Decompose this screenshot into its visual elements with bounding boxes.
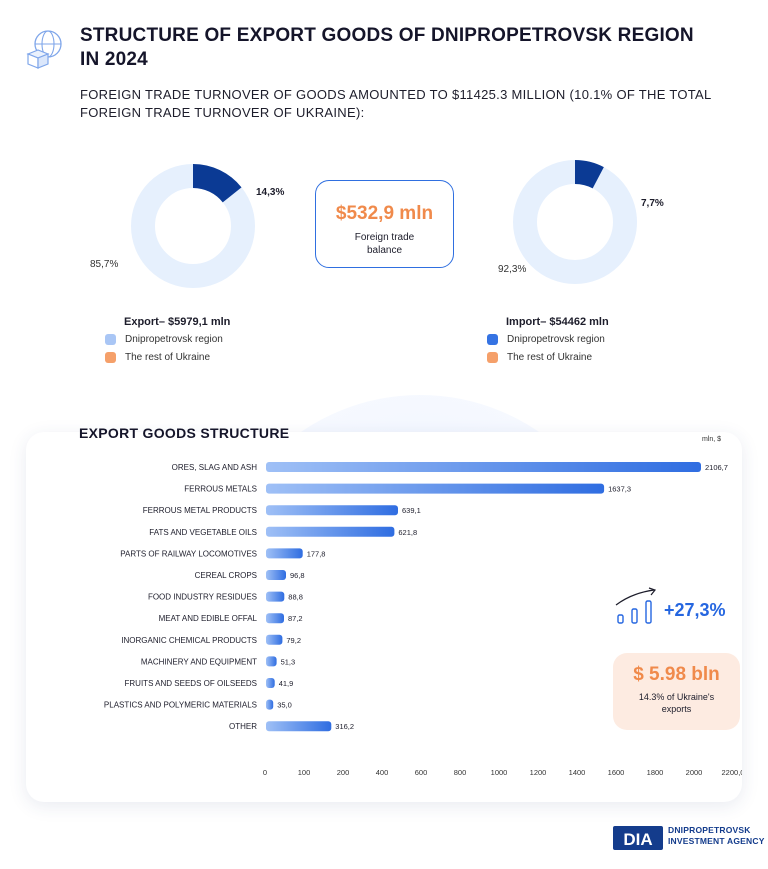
growth-percentage: +27,3% [664,600,726,620]
category-label: FERROUS METALS [184,485,257,494]
logo-text: DNIPROPETROVSK INVESTMENT AGENCY [668,825,765,847]
trade-balance-value: $532,9 mln [335,203,434,224]
legend-swatch [105,334,116,345]
x-tick-label: 2200,0 [722,768,742,777]
growth-chart-icon [615,587,657,624]
chart-title: EXPORT GOODS STRUCTURE [79,425,290,441]
export-region-pct: 14,3% [256,187,285,198]
category-label: MACHINERY AND EQUIPMENT [141,657,257,666]
bar-value-label: 621,8 [398,528,417,537]
x-tick-label: 2000 [686,768,703,777]
category-label: ORES, SLAG AND ASH [172,463,258,472]
bar-value-label: 639,1 [402,506,421,515]
bar [266,462,701,472]
bar [266,548,303,559]
bars-layer: ORES, SLAG AND ASH 2106,7 FERROUS METALS 16… [104,462,728,732]
category-label: FATS AND VEGETABLE OILS [149,528,257,537]
category-label: PLASTICS AND POLYMERIC MATERIALS [104,701,257,710]
export-legend-title: Export– $5979,1 mln [124,316,231,328]
x-tick-label: 100 [298,768,311,777]
export-donut [131,164,255,288]
globe-box-icon [26,30,62,69]
bar [266,526,395,537]
bar-value-label: 1637,3 [608,485,631,494]
bar-value-label: 316,2 [335,722,354,731]
page-title: STRUCTURE OF EXPORT GOODS OF DNIPROPETRO… [80,25,694,70]
import-legend-region: Dnipropetrovsk region [487,334,605,345]
x-tick-label: 600 [415,768,428,777]
legend-label: Dnipropetrovsk region [125,334,223,345]
x-tick-label: 1000 [491,768,508,777]
total-exports-card: $ 5.98 bln 14.3% of Ukraine's exports [613,653,740,730]
import-donut [513,160,637,284]
x-tick-label: 1400 [569,768,586,777]
bar [266,613,284,624]
category-label: FERROUS METAL PRODUCTS [143,506,257,515]
import-rest-pct: 92,3% [498,264,527,275]
bar-value-label: 51,3 [281,657,296,666]
legend-label: The rest of Ukraine [507,352,593,363]
bar [266,678,275,688]
bar-value-label: 177,8 [307,549,326,558]
x-tick-label: 1200 [530,768,547,777]
category-label: CEREAL CROPS [195,571,257,580]
logo-line-1: DNIPROPETROVSK [668,825,751,835]
legend-label: The rest of Ukraine [125,352,211,363]
chart-unit: mln, $ [702,436,722,443]
category-label: FOOD INDUSTRY RESIDUES [148,593,257,602]
bar [266,591,285,602]
x-tick-label: 800 [454,768,467,777]
bar [266,483,605,494]
legend-swatch [487,334,498,345]
import-donut-rest-ring [513,160,637,284]
x-axis-ticks: 0 100 200 400 600 800 1000 1200 1400 1600 1800 2000… [263,768,742,777]
bar-value-label: 2106,7 [705,463,728,472]
x-tick-label: 1600 [608,768,625,777]
bar [266,570,286,580]
bar-value-label: 79,2 [286,636,301,645]
bar-value-label: 35,0 [277,701,292,710]
category-label: PARTS OF RAILWAY LOCOMOTIVES [120,549,257,558]
import-legend-rest: The rest of Ukraine [487,352,592,363]
total-exports-label: 14.3% of Ukraine's exports [638,692,715,714]
export-bar-chart: ORES, SLAG AND ASH 2106,7 FERROUS METALS 16… [104,462,742,777]
legend-swatch [105,352,116,363]
trade-balance-card: $532,9 mln Foreign trade balance [315,180,454,268]
category-label: MEAT AND EDIBLE OFFAL [159,614,258,623]
bar-value-label: 87,2 [288,614,303,623]
bar [266,634,283,645]
export-legend-rest: The rest of Ukraine [105,352,210,363]
bar [266,699,274,710]
page-subtitle: FOREIGN TRADE TURNOVER OF GOODS AMOUNTED… [80,87,712,120]
bar-value-label: 88,8 [288,593,303,602]
logo-line-2: INVESTMENT AGENCY [668,836,765,846]
category-label: FRUITS AND SEEDS OF OILSEEDS [125,679,257,688]
category-label: INORGANIC CHEMICAL PRODUCTS [121,636,257,645]
bar [266,505,398,516]
category-label: OTHER [229,722,257,731]
total-exports-value: $ 5.98 bln [633,664,720,685]
import-donut-region-arc [574,160,604,189]
import-region-pct: 7,7% [641,198,664,209]
export-legend-region: Dnipropetrovsk region [105,334,223,345]
logo-mark: DIA [623,830,652,849]
legend-label: Dnipropetrovsk region [507,334,605,345]
x-tick-label: 1800 [647,768,664,777]
dia-logo-icon: DIA [613,826,663,850]
bar-value-label: 96,8 [290,571,305,580]
trade-balance-label: Foreign trade balance [354,232,415,256]
export-donut-region-arc [192,164,242,203]
bar [266,656,277,667]
x-tick-label: 400 [376,768,389,777]
x-tick-label: 200 [337,768,350,777]
bar-value-label: 41,9 [279,679,294,688]
x-tick-label: 0 [263,768,267,777]
bar [266,721,332,732]
import-legend-title: Import– $54462 mln [506,316,609,328]
legend-swatch [487,352,498,363]
export-rest-pct: 85,7% [90,259,119,270]
